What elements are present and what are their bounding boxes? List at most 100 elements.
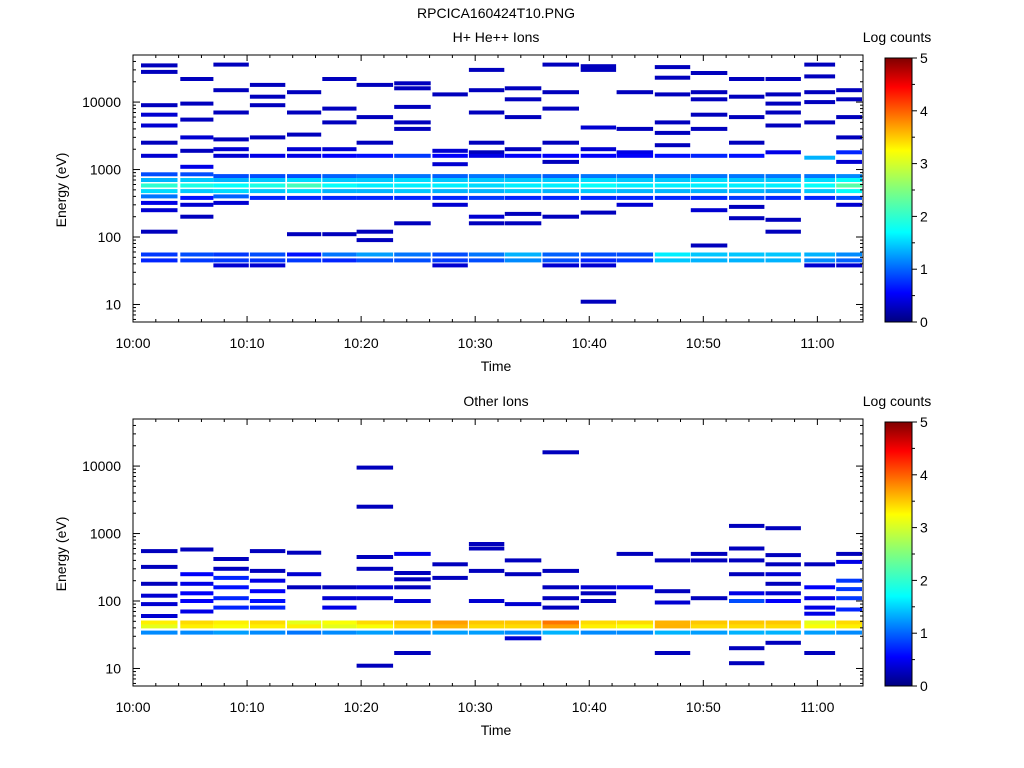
x-tick-label: 10:30 — [458, 335, 493, 351]
heatmap-cell — [141, 208, 178, 213]
heatmap-cell — [729, 572, 765, 577]
heatmap-cell — [580, 591, 617, 596]
heatmap-cell — [580, 147, 617, 152]
heatmap-cell — [322, 630, 357, 635]
heatmap-cell — [804, 74, 836, 79]
heatmap-cell — [542, 568, 579, 573]
heatmap-cell — [690, 243, 728, 248]
heatmap-cell — [690, 183, 728, 188]
colorbar-tick-label: 1 — [920, 625, 928, 641]
heatmap-cell — [141, 178, 178, 182]
heatmap-cell — [394, 551, 431, 556]
heatmap-cell — [394, 571, 431, 575]
heatmap-cell — [287, 550, 322, 555]
panel2-colorbar-label: Log counts — [863, 393, 932, 409]
heatmap-cell — [287, 110, 322, 115]
heatmap-cell — [654, 143, 691, 148]
heatmap-cell — [765, 110, 801, 115]
heatmap-cell — [804, 596, 836, 601]
heatmap-cell — [690, 596, 728, 601]
heatmap-cell — [729, 115, 765, 120]
heatmap-cell — [213, 620, 249, 625]
heatmap-cell — [287, 620, 322, 625]
heatmap-cell — [432, 195, 468, 200]
heatmap-cell — [141, 140, 178, 145]
heatmap-cell — [690, 71, 728, 75]
heatmap-cell — [654, 65, 691, 70]
heatmap-cell — [322, 252, 357, 257]
y-tick-label: 10 — [105, 660, 121, 676]
heatmap-cell — [180, 572, 214, 577]
heatmap-cell — [729, 178, 765, 182]
heatmap-cell — [765, 150, 801, 155]
heatmap-cell — [616, 624, 654, 629]
heatmap-cell — [322, 605, 357, 610]
heatmap-cell — [468, 214, 505, 219]
heatmap-cell — [432, 258, 468, 263]
heatmap-cell — [765, 92, 801, 97]
heatmap-cell — [765, 174, 801, 179]
heatmap-cell — [141, 624, 178, 629]
heatmap-cell — [180, 599, 214, 603]
x-tick-label: 10:20 — [344, 699, 379, 715]
heatmap-cell — [432, 562, 468, 567]
heatmap-cell — [580, 210, 617, 215]
heatmap-cell — [394, 174, 431, 179]
heatmap-cell — [249, 103, 286, 108]
heatmap-cell — [836, 620, 862, 625]
heatmap-cell — [394, 599, 431, 603]
heatmap-cell — [141, 602, 178, 607]
heatmap-cell — [356, 566, 394, 571]
heatmap-cell — [804, 100, 836, 105]
heatmap-cell — [249, 624, 286, 629]
heatmap-cell — [654, 630, 691, 635]
heatmap-cell — [542, 620, 579, 625]
heatmap-cell — [468, 150, 505, 155]
heatmap-cell — [213, 605, 249, 610]
heatmap-cell — [729, 216, 765, 221]
heatmap-cell — [654, 620, 691, 625]
heatmap-cell — [287, 153, 322, 158]
heatmap-cell — [213, 88, 249, 93]
heatmap-cell — [580, 624, 617, 629]
heatmap-cell — [580, 189, 617, 194]
heatmap-cell — [249, 549, 286, 554]
heatmap-cell — [616, 189, 654, 194]
heatmap-cell — [249, 178, 286, 182]
heatmap-cell — [468, 183, 505, 188]
heatmap-cell — [765, 640, 801, 645]
x-tick-label: 11:00 — [800, 335, 834, 351]
colorbar-tick-label: 4 — [920, 103, 928, 119]
heatmap-cell — [432, 189, 468, 194]
heatmap-cell — [765, 630, 801, 635]
heatmap-cell — [180, 77, 214, 81]
heatmap-cell — [394, 252, 431, 257]
colorbar-tick-label: 2 — [920, 208, 928, 224]
heatmap-cell — [468, 620, 505, 625]
heatmap-cell — [580, 263, 617, 268]
heatmap-cell — [542, 159, 579, 164]
heatmap-cell — [141, 593, 178, 598]
heatmap-cell — [180, 252, 214, 257]
heatmap-cell — [468, 546, 505, 551]
heatmap-cell — [729, 174, 765, 179]
heatmap-cell — [765, 620, 801, 625]
heatmap-cell — [249, 630, 286, 635]
y-tick-label: 1000 — [90, 162, 121, 178]
heatmap-cell — [180, 101, 214, 106]
heatmap-cell — [654, 92, 691, 97]
panel1-axes: 10:00 10:10 10:20 10:30 10:40 10:50 11:00 10 100… — [82, 55, 864, 351]
heatmap-cell — [322, 189, 357, 194]
heatmap-cell — [542, 106, 579, 111]
heatmap-cell — [468, 178, 505, 182]
heatmap-cell — [804, 174, 836, 179]
heatmap-cell — [542, 195, 579, 200]
heatmap-cell — [180, 172, 214, 177]
heatmap-cell — [729, 661, 765, 666]
heatmap-cell — [616, 174, 654, 179]
panel2-plot-frame — [132, 418, 864, 687]
heatmap-cell — [468, 88, 505, 93]
heatmap-cell — [180, 164, 214, 169]
heatmap-cell — [213, 575, 249, 580]
heatmap-cell — [765, 599, 801, 603]
